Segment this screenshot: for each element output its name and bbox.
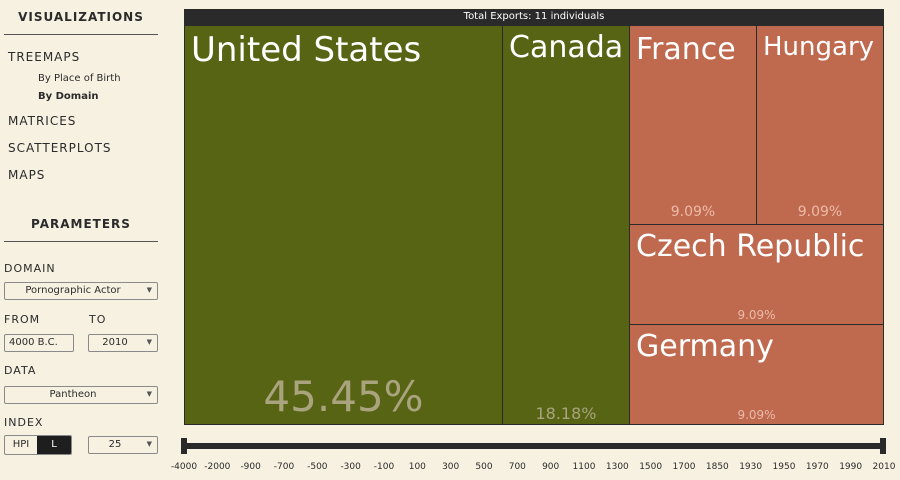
timeline-tick-label: 1930	[739, 462, 763, 472]
timeline-tick-label: 100	[408, 462, 426, 472]
dropdown-arrow-icon: ▼	[146, 338, 152, 346]
timeline-tick-label: 900	[542, 462, 560, 472]
timeline-end-handle[interactable]	[880, 438, 886, 454]
count-select-value: 25	[108, 439, 122, 450]
tile-hungary[interactable]: Hungary 9.09%	[756, 25, 884, 225]
timeline-tick-label: -500	[307, 462, 328, 472]
dropdown-arrow-icon: ▼	[146, 286, 152, 294]
timeline-tick-label: 700	[508, 462, 526, 472]
index-label: INDEX	[4, 416, 44, 429]
domain-select-value: Pornographic Actor	[25, 285, 121, 296]
tile-percent: 45.45%	[263, 372, 424, 421]
tile-germany[interactable]: Germany 9.09%	[629, 324, 884, 425]
timeline-tick-label: 1990	[839, 462, 863, 472]
timeline-tick-label: 300	[442, 462, 460, 472]
visualizations-title: VISUALIZATIONS	[18, 10, 144, 24]
tile-name: United States	[191, 30, 422, 70]
timeline-tick-label: 1700	[672, 462, 696, 472]
nav-by-domain[interactable]: By Domain	[38, 91, 99, 102]
timeline-tick-label: 500	[475, 462, 493, 472]
tile-canada[interactable]: Canada 18.18%	[502, 25, 630, 425]
to-select[interactable]: 2010 ▼	[88, 334, 158, 352]
timeline-tick-label: -900	[240, 462, 261, 472]
timeline-tick-label: 1950	[772, 462, 796, 472]
tile-percent: 9.09%	[797, 204, 843, 220]
data-select-value: Pantheon	[49, 389, 97, 400]
data-select[interactable]: Pantheon ▼	[4, 386, 158, 404]
nav-matrices[interactable]: MATRICES	[8, 114, 77, 128]
timeline-start-handle[interactable]	[181, 438, 187, 454]
tile-name: Hungary	[763, 32, 875, 62]
tile-percent: 9.09%	[737, 308, 776, 322]
divider	[4, 34, 158, 35]
tile-united-states[interactable]: United States 45.45%	[184, 25, 503, 425]
tile-czech-republic[interactable]: Czech Republic 9.09%	[629, 224, 884, 325]
tile-percent: 9.09%	[670, 204, 716, 220]
index-option-l[interactable]: L	[37, 436, 71, 454]
tile-name: Czech Republic	[636, 229, 865, 264]
timeline-tick-label: 1100	[572, 462, 596, 472]
timeline-slider-track[interactable]	[184, 443, 884, 449]
dropdown-arrow-icon: ▼	[146, 390, 152, 398]
divider	[4, 241, 158, 242]
nav-treemaps[interactable]: TREEMAPS	[8, 50, 81, 64]
timeline-tick-label: -100	[373, 462, 395, 472]
data-label: DATA	[4, 364, 37, 377]
timeline-tick-label: -4000	[170, 462, 198, 472]
from-label: FROM	[4, 313, 41, 326]
timeline-tick-label: 2010	[872, 462, 896, 472]
to-label: TO	[89, 313, 107, 326]
timeline-tick-label: 1500	[639, 462, 663, 472]
tile-name: Canada	[509, 30, 624, 65]
nav-maps[interactable]: MAPS	[8, 168, 46, 182]
timeline-tick-label: 1970	[805, 462, 829, 472]
tile-percent: 18.18%	[535, 404, 597, 423]
treemap-header: Total Exports: 11 individuals	[184, 9, 884, 25]
timeline-ticks: -4000 -2000 -900 -700 -500 -300 -100 100 300 500 7…	[168, 462, 900, 476]
tile-percent: 9.09%	[737, 408, 776, 422]
count-select[interactable]: 25 ▼	[88, 436, 158, 454]
timeline-tick-label: -300	[340, 462, 361, 472]
to-select-value: 2010	[102, 337, 128, 348]
timeline-tick-label: -700	[273, 462, 295, 472]
parameters-title: PARAMETERS	[31, 217, 131, 231]
nav-scatterplots[interactable]: SCATTERPLOTS	[8, 141, 112, 155]
index-option-hpi[interactable]: HPI	[12, 439, 30, 450]
domain-label: DOMAIN	[4, 262, 56, 275]
domain-select[interactable]: Pornographic Actor ▼	[4, 282, 158, 300]
nav-by-place-of-birth[interactable]: By Place of Birth	[38, 73, 121, 84]
timeline-tick-label: 1300	[605, 462, 629, 472]
index-toggle[interactable]: HPI L	[4, 435, 72, 455]
tile-name: France	[636, 32, 736, 67]
from-input[interactable]: 4000 B.C.	[4, 334, 74, 352]
tile-name: Germany	[636, 329, 774, 364]
timeline-tick-label: -2000	[204, 462, 231, 472]
tile-france[interactable]: France 9.09%	[629, 25, 757, 225]
timeline-tick-label: 1850	[705, 462, 729, 472]
dropdown-arrow-icon: ▼	[146, 440, 152, 448]
sidebar: VISUALIZATIONS TREEMAPS By Place of Birt…	[0, 0, 162, 480]
